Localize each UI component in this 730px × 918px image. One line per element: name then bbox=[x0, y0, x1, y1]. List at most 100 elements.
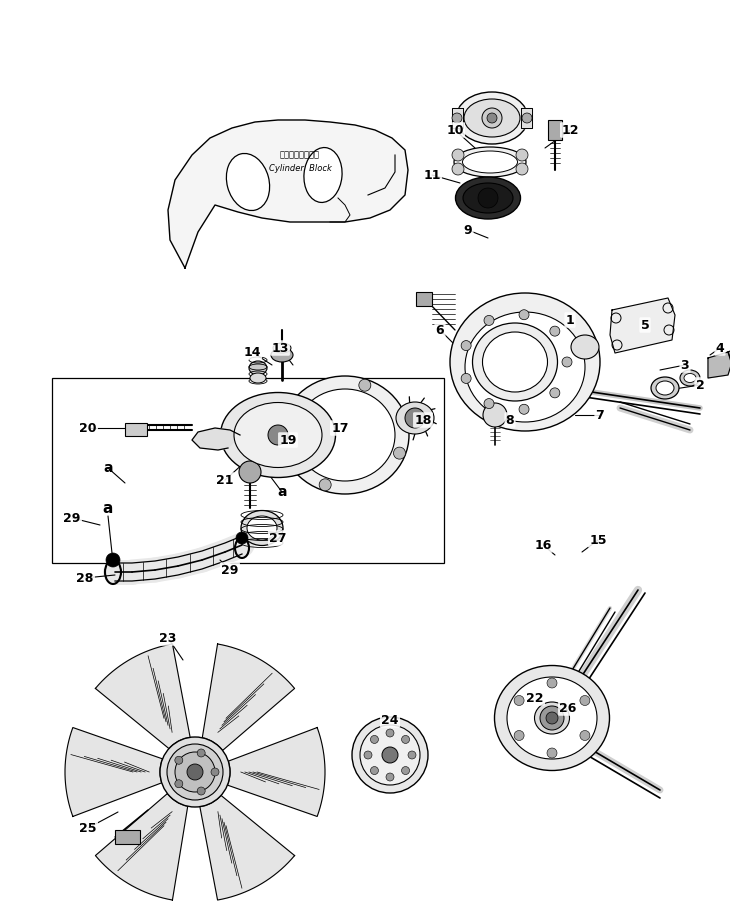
Ellipse shape bbox=[454, 147, 526, 177]
Ellipse shape bbox=[396, 402, 434, 434]
Polygon shape bbox=[96, 793, 188, 900]
Text: 28: 28 bbox=[77, 572, 93, 585]
Text: 4: 4 bbox=[715, 341, 724, 354]
Circle shape bbox=[514, 731, 524, 741]
Circle shape bbox=[359, 379, 371, 391]
Text: 20: 20 bbox=[80, 421, 97, 434]
Text: 10: 10 bbox=[446, 124, 464, 137]
Ellipse shape bbox=[304, 148, 342, 203]
Text: 26: 26 bbox=[559, 701, 577, 714]
Circle shape bbox=[562, 357, 572, 367]
Polygon shape bbox=[610, 298, 675, 353]
Circle shape bbox=[540, 706, 564, 730]
Text: 18: 18 bbox=[415, 413, 431, 427]
Text: 6: 6 bbox=[436, 323, 445, 337]
Text: シリンダブロック: シリンダブロック bbox=[280, 151, 320, 160]
Circle shape bbox=[482, 108, 502, 128]
Ellipse shape bbox=[450, 293, 600, 431]
Text: 8: 8 bbox=[506, 413, 515, 427]
Circle shape bbox=[522, 113, 532, 123]
Text: 3: 3 bbox=[680, 359, 689, 372]
Circle shape bbox=[187, 764, 203, 780]
Text: 21: 21 bbox=[216, 474, 234, 487]
Circle shape bbox=[452, 163, 464, 175]
Circle shape bbox=[106, 553, 120, 567]
Text: 25: 25 bbox=[80, 822, 97, 834]
Circle shape bbox=[546, 712, 558, 724]
Bar bbox=[125, 423, 147, 436]
Circle shape bbox=[519, 309, 529, 319]
Polygon shape bbox=[202, 644, 295, 750]
Circle shape bbox=[484, 398, 494, 409]
Circle shape bbox=[319, 479, 331, 491]
Circle shape bbox=[211, 768, 219, 776]
Polygon shape bbox=[452, 108, 463, 128]
Polygon shape bbox=[65, 728, 163, 816]
Ellipse shape bbox=[226, 153, 269, 210]
Circle shape bbox=[402, 735, 410, 744]
Text: 2: 2 bbox=[696, 378, 704, 391]
Ellipse shape bbox=[571, 335, 599, 359]
Ellipse shape bbox=[241, 510, 283, 545]
Ellipse shape bbox=[483, 332, 548, 392]
Circle shape bbox=[408, 751, 416, 759]
Ellipse shape bbox=[464, 99, 520, 137]
Ellipse shape bbox=[684, 374, 696, 383]
Circle shape bbox=[452, 149, 464, 161]
Text: 13: 13 bbox=[272, 341, 288, 354]
Circle shape bbox=[402, 767, 410, 775]
Ellipse shape bbox=[295, 389, 395, 481]
Polygon shape bbox=[521, 108, 532, 128]
Circle shape bbox=[461, 341, 471, 351]
Circle shape bbox=[483, 403, 507, 427]
Polygon shape bbox=[228, 728, 325, 816]
Circle shape bbox=[268, 425, 288, 445]
Text: 17: 17 bbox=[331, 421, 349, 434]
Text: 11: 11 bbox=[423, 169, 441, 182]
Circle shape bbox=[370, 767, 378, 775]
Text: 29: 29 bbox=[221, 564, 239, 577]
Circle shape bbox=[547, 748, 557, 758]
Circle shape bbox=[197, 787, 205, 795]
Ellipse shape bbox=[680, 370, 700, 386]
Text: a: a bbox=[103, 461, 112, 475]
Circle shape bbox=[452, 113, 462, 123]
Ellipse shape bbox=[656, 381, 674, 395]
Polygon shape bbox=[192, 428, 240, 450]
Circle shape bbox=[516, 163, 528, 175]
Ellipse shape bbox=[651, 377, 679, 399]
Bar bbox=[115, 830, 140, 844]
Circle shape bbox=[174, 756, 182, 765]
Text: Cylinder  Block: Cylinder Block bbox=[269, 163, 331, 173]
Polygon shape bbox=[200, 795, 295, 900]
Circle shape bbox=[487, 113, 497, 123]
Text: 23: 23 bbox=[159, 632, 177, 644]
Circle shape bbox=[382, 747, 398, 763]
Circle shape bbox=[516, 149, 528, 161]
Circle shape bbox=[175, 752, 215, 792]
Circle shape bbox=[174, 779, 182, 788]
Circle shape bbox=[393, 447, 405, 459]
Text: 19: 19 bbox=[280, 433, 296, 446]
Polygon shape bbox=[708, 352, 730, 378]
Circle shape bbox=[386, 773, 394, 781]
Polygon shape bbox=[728, 345, 730, 365]
Circle shape bbox=[514, 696, 524, 706]
Circle shape bbox=[160, 737, 230, 807]
Bar bbox=[52, 378, 444, 563]
Text: 27: 27 bbox=[269, 532, 287, 544]
Text: 22: 22 bbox=[526, 691, 544, 704]
Ellipse shape bbox=[250, 373, 266, 383]
Text: 12: 12 bbox=[561, 124, 579, 137]
Bar bbox=[416, 292, 432, 306]
Circle shape bbox=[239, 461, 261, 483]
Ellipse shape bbox=[249, 361, 267, 375]
Circle shape bbox=[519, 404, 529, 414]
Ellipse shape bbox=[247, 516, 277, 540]
Text: 16: 16 bbox=[534, 539, 552, 552]
Ellipse shape bbox=[465, 312, 585, 422]
Circle shape bbox=[197, 749, 205, 757]
Ellipse shape bbox=[234, 402, 322, 467]
Polygon shape bbox=[96, 644, 190, 748]
Circle shape bbox=[484, 316, 494, 325]
